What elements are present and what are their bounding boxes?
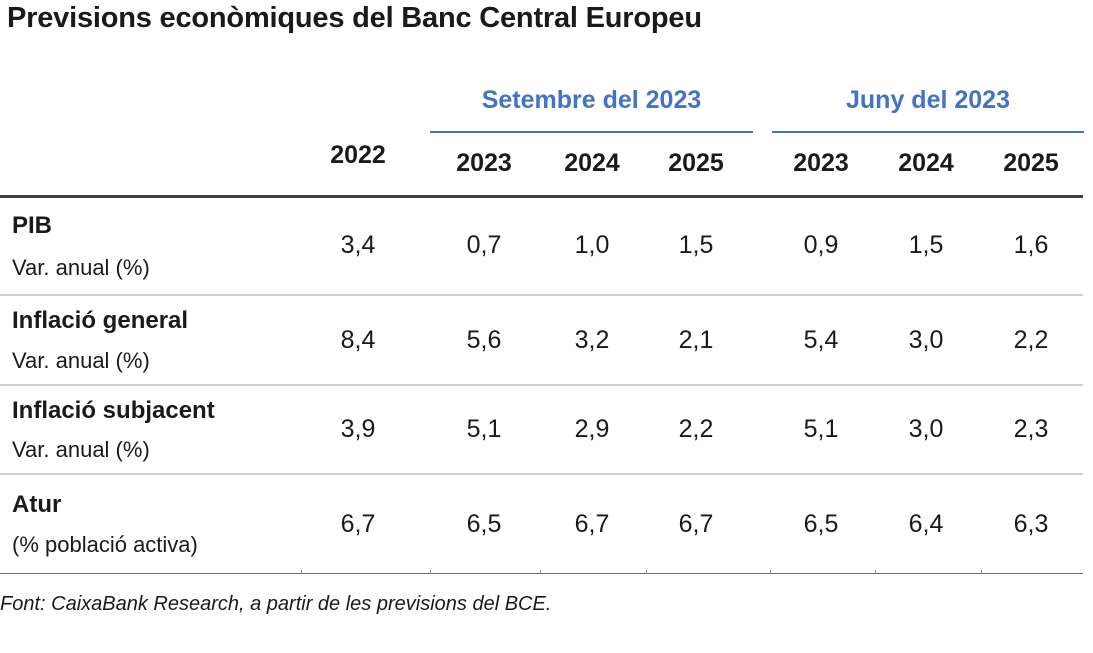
table-cell: 6,7: [678, 510, 714, 538]
table-cell: 0,7: [466, 231, 502, 259]
row-label-atur: Atur: [12, 491, 62, 518]
table-cell: 6,7: [574, 510, 610, 538]
table-cell: 5,6: [466, 326, 502, 354]
row-label-inflacio-subjacent: Inflació subjacent: [12, 397, 215, 424]
table-cell: 1,0: [574, 231, 610, 259]
table-cell: 3,4: [340, 231, 376, 259]
table-cell: 5,1: [466, 415, 502, 443]
table-bottom-rule: [0, 573, 1083, 574]
table-cell: 3,2: [574, 326, 610, 354]
header-rule: [0, 195, 1083, 198]
table-cell: 6,3: [1013, 510, 1049, 538]
group-underline-setembre: [430, 131, 753, 133]
column-tick: [646, 570, 647, 574]
table-cell: 8,4: [340, 326, 376, 354]
table-cell: 3,0: [908, 415, 944, 443]
row-label-pib: PIB: [12, 212, 53, 239]
column-header-sep-2024: 2024: [564, 149, 620, 177]
column-tick: [770, 570, 771, 574]
table-cell: 1,6: [1013, 231, 1049, 259]
table-cell: 3,9: [340, 415, 376, 443]
table-cell: 6,5: [803, 510, 839, 538]
table-cell: 5,4: [803, 326, 839, 354]
source-footnote: Font: CaixaBank Research, a partir de le…: [0, 593, 552, 615]
column-header-jun-2024: 2024: [898, 149, 954, 177]
row-sublabel-pib: Var. anual (%): [12, 255, 150, 280]
row-label-inflacio-general: Inflació general: [12, 307, 189, 334]
table-cell: 6,7: [340, 510, 376, 538]
row-sublabel-inflacio-general: Var. anual (%): [12, 348, 150, 373]
column-tick: [430, 570, 431, 574]
column-tick: [981, 570, 982, 574]
column-tick: [875, 570, 876, 574]
table-cell: 6,5: [466, 510, 502, 538]
group-header-juny: Juny del 2023: [846, 86, 1010, 114]
table-cell: 5,1: [803, 415, 839, 443]
table-cell: 1,5: [678, 231, 714, 259]
table-cell: 0,9: [803, 231, 839, 259]
table-title: Previsions econòmiques del Banc Central …: [7, 2, 702, 34]
row-divider: [0, 294, 1083, 296]
table-cell: 2,3: [1013, 415, 1049, 443]
row-sublabel-atur: (% població activa): [12, 532, 198, 557]
table-cell: 3,0: [908, 326, 944, 354]
column-tick: [301, 570, 302, 574]
table-cell: 2,9: [574, 415, 610, 443]
column-header-jun-2023: 2023: [793, 149, 849, 177]
column-header-2022: 2022: [330, 141, 386, 169]
table-cell: 2,1: [678, 326, 714, 354]
table-cell: 6,4: [908, 510, 944, 538]
group-header-setembre: Setembre del 2023: [481, 86, 702, 114]
group-underline-juny: [772, 131, 1084, 133]
column-header-sep-2025: 2025: [668, 149, 724, 177]
column-tick: [540, 570, 541, 574]
table-cell: 1,5: [908, 231, 944, 259]
row-sublabel-inflacio-subjacent: Var. anual (%): [12, 437, 150, 462]
row-divider: [0, 384, 1083, 386]
column-header-sep-2023: 2023: [456, 149, 512, 177]
column-header-jun-2025: 2025: [1003, 149, 1059, 177]
table-cell: 2,2: [678, 415, 714, 443]
table-cell: 2,2: [1013, 326, 1049, 354]
row-divider: [0, 473, 1083, 475]
